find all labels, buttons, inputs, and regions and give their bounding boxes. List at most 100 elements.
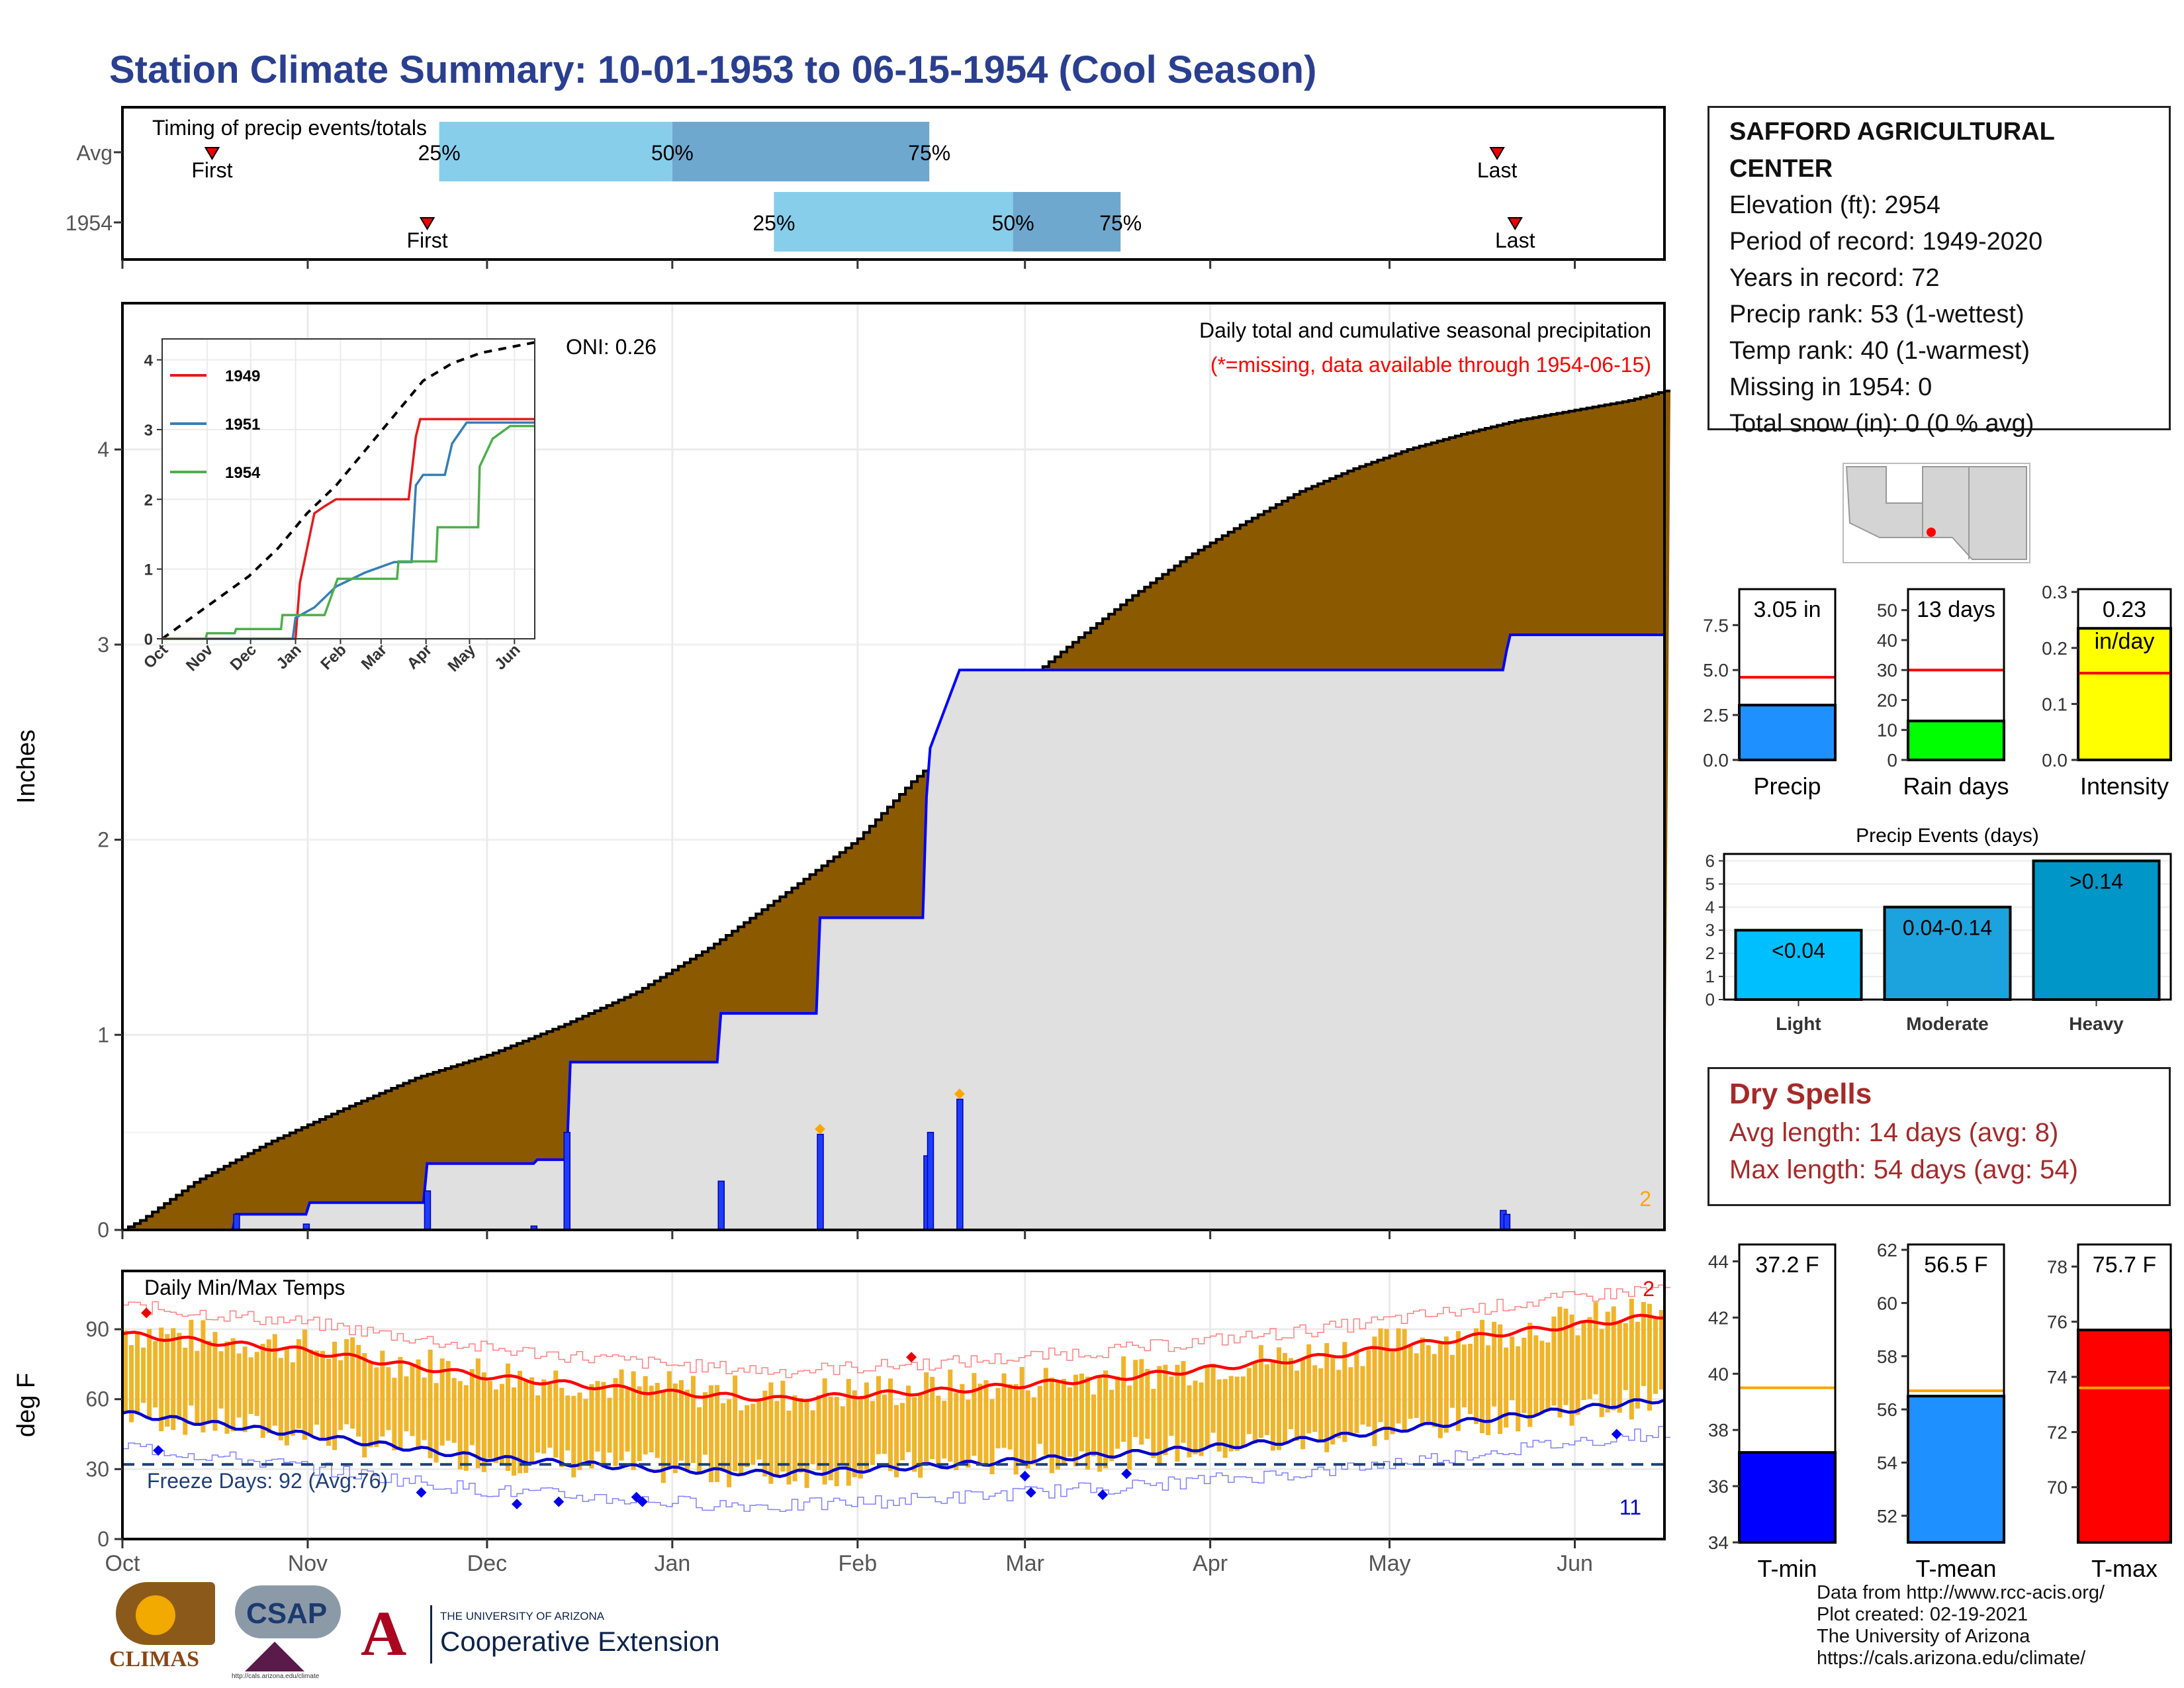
- dry-spells-box: Dry Spells Avg length: 14 days (avg: 8) …: [1707, 1067, 2171, 1206]
- temp-daily-bar: [212, 1332, 218, 1431]
- temp-daily-bar: [1181, 1361, 1186, 1443]
- precip-summary-y-tick-label: 0.0: [1703, 750, 1729, 771]
- tmin-summary-y-tick-label: 34: [1708, 1532, 1729, 1553]
- temp-daily-bar: [505, 1363, 511, 1472]
- intensity-summary-name: Intensity: [2080, 773, 2169, 800]
- temp-daily-bar: [625, 1386, 630, 1452]
- temp-daily-bar: [559, 1387, 565, 1468]
- tmean-summary-y-tick-label: 60: [1877, 1293, 1897, 1313]
- temp-daily-bar: [518, 1370, 523, 1474]
- daily-precip-marker: [954, 1088, 965, 1100]
- intensity-summary-y-tick-label: 0.2: [2042, 638, 2068, 659]
- daily-precip-bar: [717, 1180, 725, 1231]
- temp-record-low-marker: [1019, 1470, 1030, 1481]
- tmax-summary-name: T-max: [2091, 1555, 2158, 1582]
- timing-pct-50: 50%: [992, 211, 1034, 235]
- temp-daily-bar: [709, 1385, 714, 1483]
- station-years: Years in record: 72: [1729, 264, 1940, 292]
- temp-daily-bar: [201, 1320, 206, 1432]
- temp-daily-bar: [966, 1399, 971, 1468]
- temp-daily-bar: [1043, 1368, 1048, 1456]
- credit-university: The University of Arizona: [1817, 1626, 2030, 1647]
- temp-daily-bar: [1240, 1376, 1246, 1448]
- temp-daily-bar: [655, 1383, 660, 1458]
- temp-daily-bar: [1031, 1397, 1036, 1465]
- temp-daily-bar: [1635, 1321, 1640, 1409]
- precip-title: Daily total and cumulative seasonal prec…: [1199, 318, 1651, 342]
- temp-daily-bar: [1480, 1319, 1485, 1434]
- station-info-box: SAFFORD AGRICULTURAL CENTER Elevation (f…: [1707, 106, 2171, 438]
- precip-summary-value-bar: [1738, 704, 1837, 762]
- timing-panel: Avg 25% 50% 75% First Last 1954 25% 50% 75% First L…: [66, 106, 1666, 269]
- tmin-summary-panel: 34 36 38 40 42 44 37.2 F T-min: [1708, 1243, 1837, 1582]
- precip-summary-y-tick-label: 2.5: [1703, 705, 1729, 726]
- temp-daily-bar: [804, 1400, 809, 1488]
- temp-daily-bar: [727, 1399, 732, 1487]
- temp-daily-bar: [218, 1351, 224, 1409]
- temp-daily-bar: [1013, 1383, 1019, 1475]
- temp-daily-bar: [1443, 1336, 1449, 1433]
- temp-daily-bar: [1109, 1389, 1115, 1462]
- temp-daily-bar: [529, 1377, 535, 1464]
- temp-daily-bar: [1522, 1337, 1527, 1413]
- temp-daily-bar: [332, 1341, 338, 1450]
- temp-daily-bar: [1246, 1368, 1251, 1434]
- map-borders: [1886, 467, 1970, 559]
- intensity-summary-border: [2077, 588, 2172, 761]
- temp-daily-bar: [1007, 1384, 1013, 1450]
- timing-first-marker: [419, 217, 435, 230]
- daily-precip-bar: [1503, 1213, 1511, 1231]
- temp-daily-bar: [1097, 1377, 1103, 1472]
- events-bar-heavy: [2032, 859, 2161, 1001]
- dry-spells-header: Dry Spells: [1729, 1078, 1872, 1110]
- temp-daily-bar: [1599, 1329, 1604, 1417]
- events-y-tick-label: 3: [1706, 920, 1715, 940]
- temp-daily-bar: [1593, 1301, 1598, 1395]
- temp-x-tick-label: Jan: [654, 1551, 690, 1576]
- timing-pct-75: 75%: [1099, 211, 1142, 235]
- temp-daily-bar: [995, 1387, 1001, 1448]
- temp-daily-bar: [1575, 1335, 1580, 1415]
- station-precip-rank: Precip rank: 53 (1-wettest): [1729, 301, 2025, 328]
- inset-y-tick-label: 0: [144, 631, 153, 649]
- raindays-summary-y-tick-label: 30: [1877, 660, 1897, 680]
- raindays-summary-border: [1907, 588, 2005, 761]
- temp-daily-bar: [541, 1379, 547, 1454]
- temp-daily-bar: [1103, 1370, 1109, 1468]
- temp-daily-bar: [183, 1347, 188, 1435]
- tmean-summary-y-tick-label: 62: [1877, 1240, 1897, 1260]
- temp-daily-bar: [314, 1350, 320, 1425]
- tmin-summary-y-tick-label: 38: [1708, 1420, 1729, 1440]
- tmax-summary-value-label: 75.7 F: [2093, 1252, 2156, 1278]
- temp-daily-bar: [619, 1369, 624, 1461]
- events-bar-label: >0.14: [2070, 869, 2123, 893]
- temp-daily-bar: [368, 1362, 373, 1448]
- temp-daily-bar: [1306, 1344, 1312, 1434]
- temp-daily-bar: [224, 1341, 230, 1434]
- tmax-summary-border: [2077, 1243, 2172, 1544]
- temp-daily-bar: [1581, 1321, 1586, 1401]
- temp-daily-bar: [344, 1338, 349, 1425]
- temp-daily-bar: [308, 1349, 313, 1435]
- events-y-tick-label: 0: [1706, 990, 1715, 1009]
- daily-precip-bar: [233, 1213, 240, 1231]
- temp-daily-bar: [1037, 1385, 1042, 1444]
- inset-y-tick-label: 3: [144, 422, 153, 440]
- temp-daily-bar: [439, 1358, 445, 1446]
- precip-frame: [121, 302, 1666, 1231]
- temp-daily-bar: [876, 1376, 881, 1454]
- tmax-summary-y-tick-label: 74: [2047, 1367, 2068, 1387]
- timing-row-label: 1954: [66, 211, 113, 235]
- temp-daily-bar: [362, 1352, 367, 1458]
- temp-daily-bar: [469, 1369, 475, 1446]
- temp-daily-bar: [1318, 1368, 1324, 1440]
- temp-daily-bar: [1611, 1306, 1616, 1411]
- raindays-summary-value-label: 13 days: [1917, 597, 1995, 622]
- temp-daily-bar: [798, 1398, 803, 1473]
- timing-title: Timing of precip events/totals: [152, 116, 427, 140]
- temp-daily-bar: [906, 1385, 911, 1452]
- timing-pct-50: 50%: [651, 141, 694, 165]
- temp-daily-bar: [523, 1380, 529, 1474]
- temp-daily-bar: [1653, 1319, 1658, 1394]
- intensity-summary-y-tick-label: 0.3: [2042, 582, 2068, 602]
